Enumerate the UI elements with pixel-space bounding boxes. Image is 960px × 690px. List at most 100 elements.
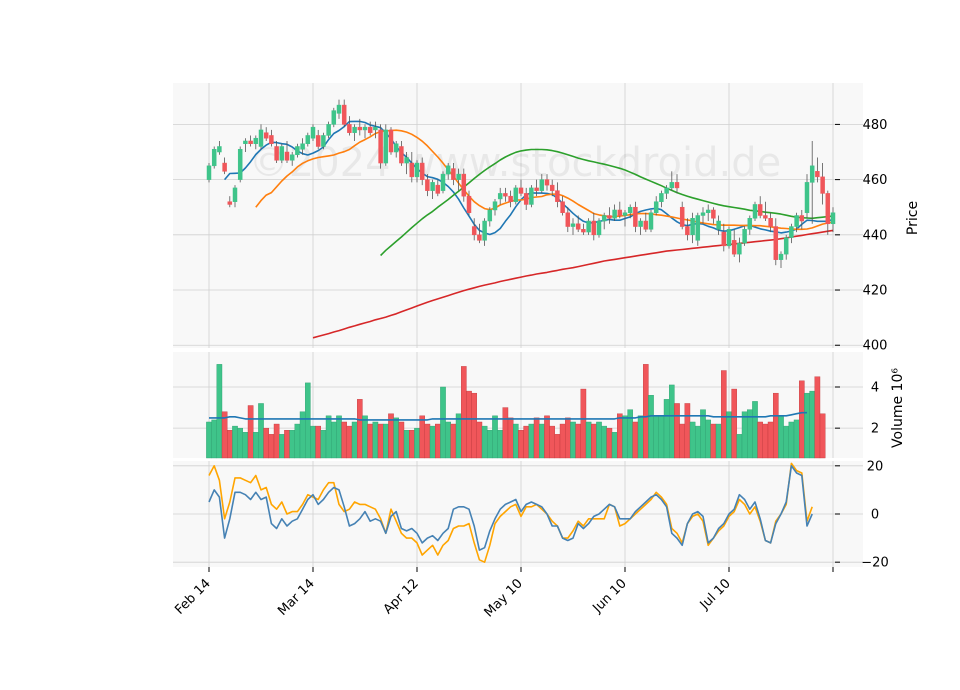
candle-body-up [295,146,300,156]
candle-body-up [570,223,576,227]
volume-bar [252,432,259,459]
candle-body-down [549,184,555,191]
candle [451,163,456,186]
candle-body-up [737,242,742,255]
volume-bar [804,392,810,459]
volume-bar [232,425,238,459]
candle [430,179,435,199]
candle [471,218,477,241]
candle-body-down [435,184,441,194]
candle [586,218,591,235]
candle [679,201,685,230]
candle-body-up [300,143,305,150]
candle-body-up [648,212,654,230]
volume-bar [247,405,254,459]
candle-body-down [555,190,560,202]
candle [248,135,253,147]
candle-body-down [388,129,394,153]
volume-bar [455,413,462,459]
volume-bar [518,430,524,459]
volume-bar [627,409,633,459]
candle-body-down [544,179,550,186]
candle-body-down [222,162,227,172]
candle [633,201,638,233]
volume-bar [679,423,685,459]
y-tick-label: 480 [863,118,888,133]
volume-bar [507,417,514,459]
volume-bar [409,430,415,459]
candle-body-up [492,201,498,211]
candle [809,140,815,224]
candle [513,185,519,205]
volume-ma-line [209,411,807,421]
volume-bar [757,421,763,459]
candle [669,171,675,191]
candle [393,140,399,158]
candle [461,168,467,202]
candle [700,207,706,224]
candle [269,129,274,147]
volume-bar [435,423,441,459]
volume-bar [637,415,644,459]
candle-body-down [367,126,373,133]
candle-body-down [768,218,773,227]
candle-body-down [263,132,269,139]
candle-body-up [716,220,721,230]
candle [373,121,378,139]
candle [523,187,529,210]
candle [726,226,732,249]
candle-body-up [586,220,591,233]
volume-bar [695,425,701,459]
candle-body-up [237,149,243,180]
volume-bar [606,427,613,459]
candle [711,207,716,224]
volume-bar [700,409,706,459]
candle [591,212,597,241]
candle-body-up [305,135,311,144]
candle-body-down [425,179,430,191]
candle [617,201,623,219]
candle [258,124,264,150]
oscillator-lines [208,462,813,564]
candle-body-up [726,229,732,247]
candle [555,182,560,208]
candle-body-down [721,231,727,247]
volume-bar [331,421,337,459]
volume-bar [289,430,296,459]
candle [217,140,222,155]
candle [783,234,789,260]
candle [274,140,279,164]
y-tick-label: 0 [871,508,879,523]
volume-bar [336,415,342,459]
volume-bar [216,364,223,459]
candle [206,163,212,183]
candle [503,187,508,202]
price-axis-label: Price [905,201,921,235]
volume-bar [237,427,244,459]
volume-bar [611,432,618,459]
candle [243,138,248,153]
candle-body-up [258,129,264,147]
candle-body-down [685,226,690,236]
candle-body-down [248,140,253,144]
volume-bar [778,415,784,459]
volume-bar [273,423,280,459]
price-panel [173,83,863,348]
volume-bar [471,392,478,459]
candle [357,118,363,136]
volume-bar [268,434,275,459]
candle-body-up [622,212,628,216]
candle-body-up [742,229,747,244]
candle [622,209,628,227]
candle-body-up [456,173,461,180]
volume-bar [710,423,717,459]
candle-body-up [638,220,643,227]
volume-bar [663,399,670,459]
volume-bar [429,425,436,459]
volume-bar [466,390,472,459]
volume-bar [398,421,405,459]
volume-bar [377,423,384,459]
candle [310,124,316,141]
candle-body-down [508,195,513,202]
volume-bar [617,413,623,459]
